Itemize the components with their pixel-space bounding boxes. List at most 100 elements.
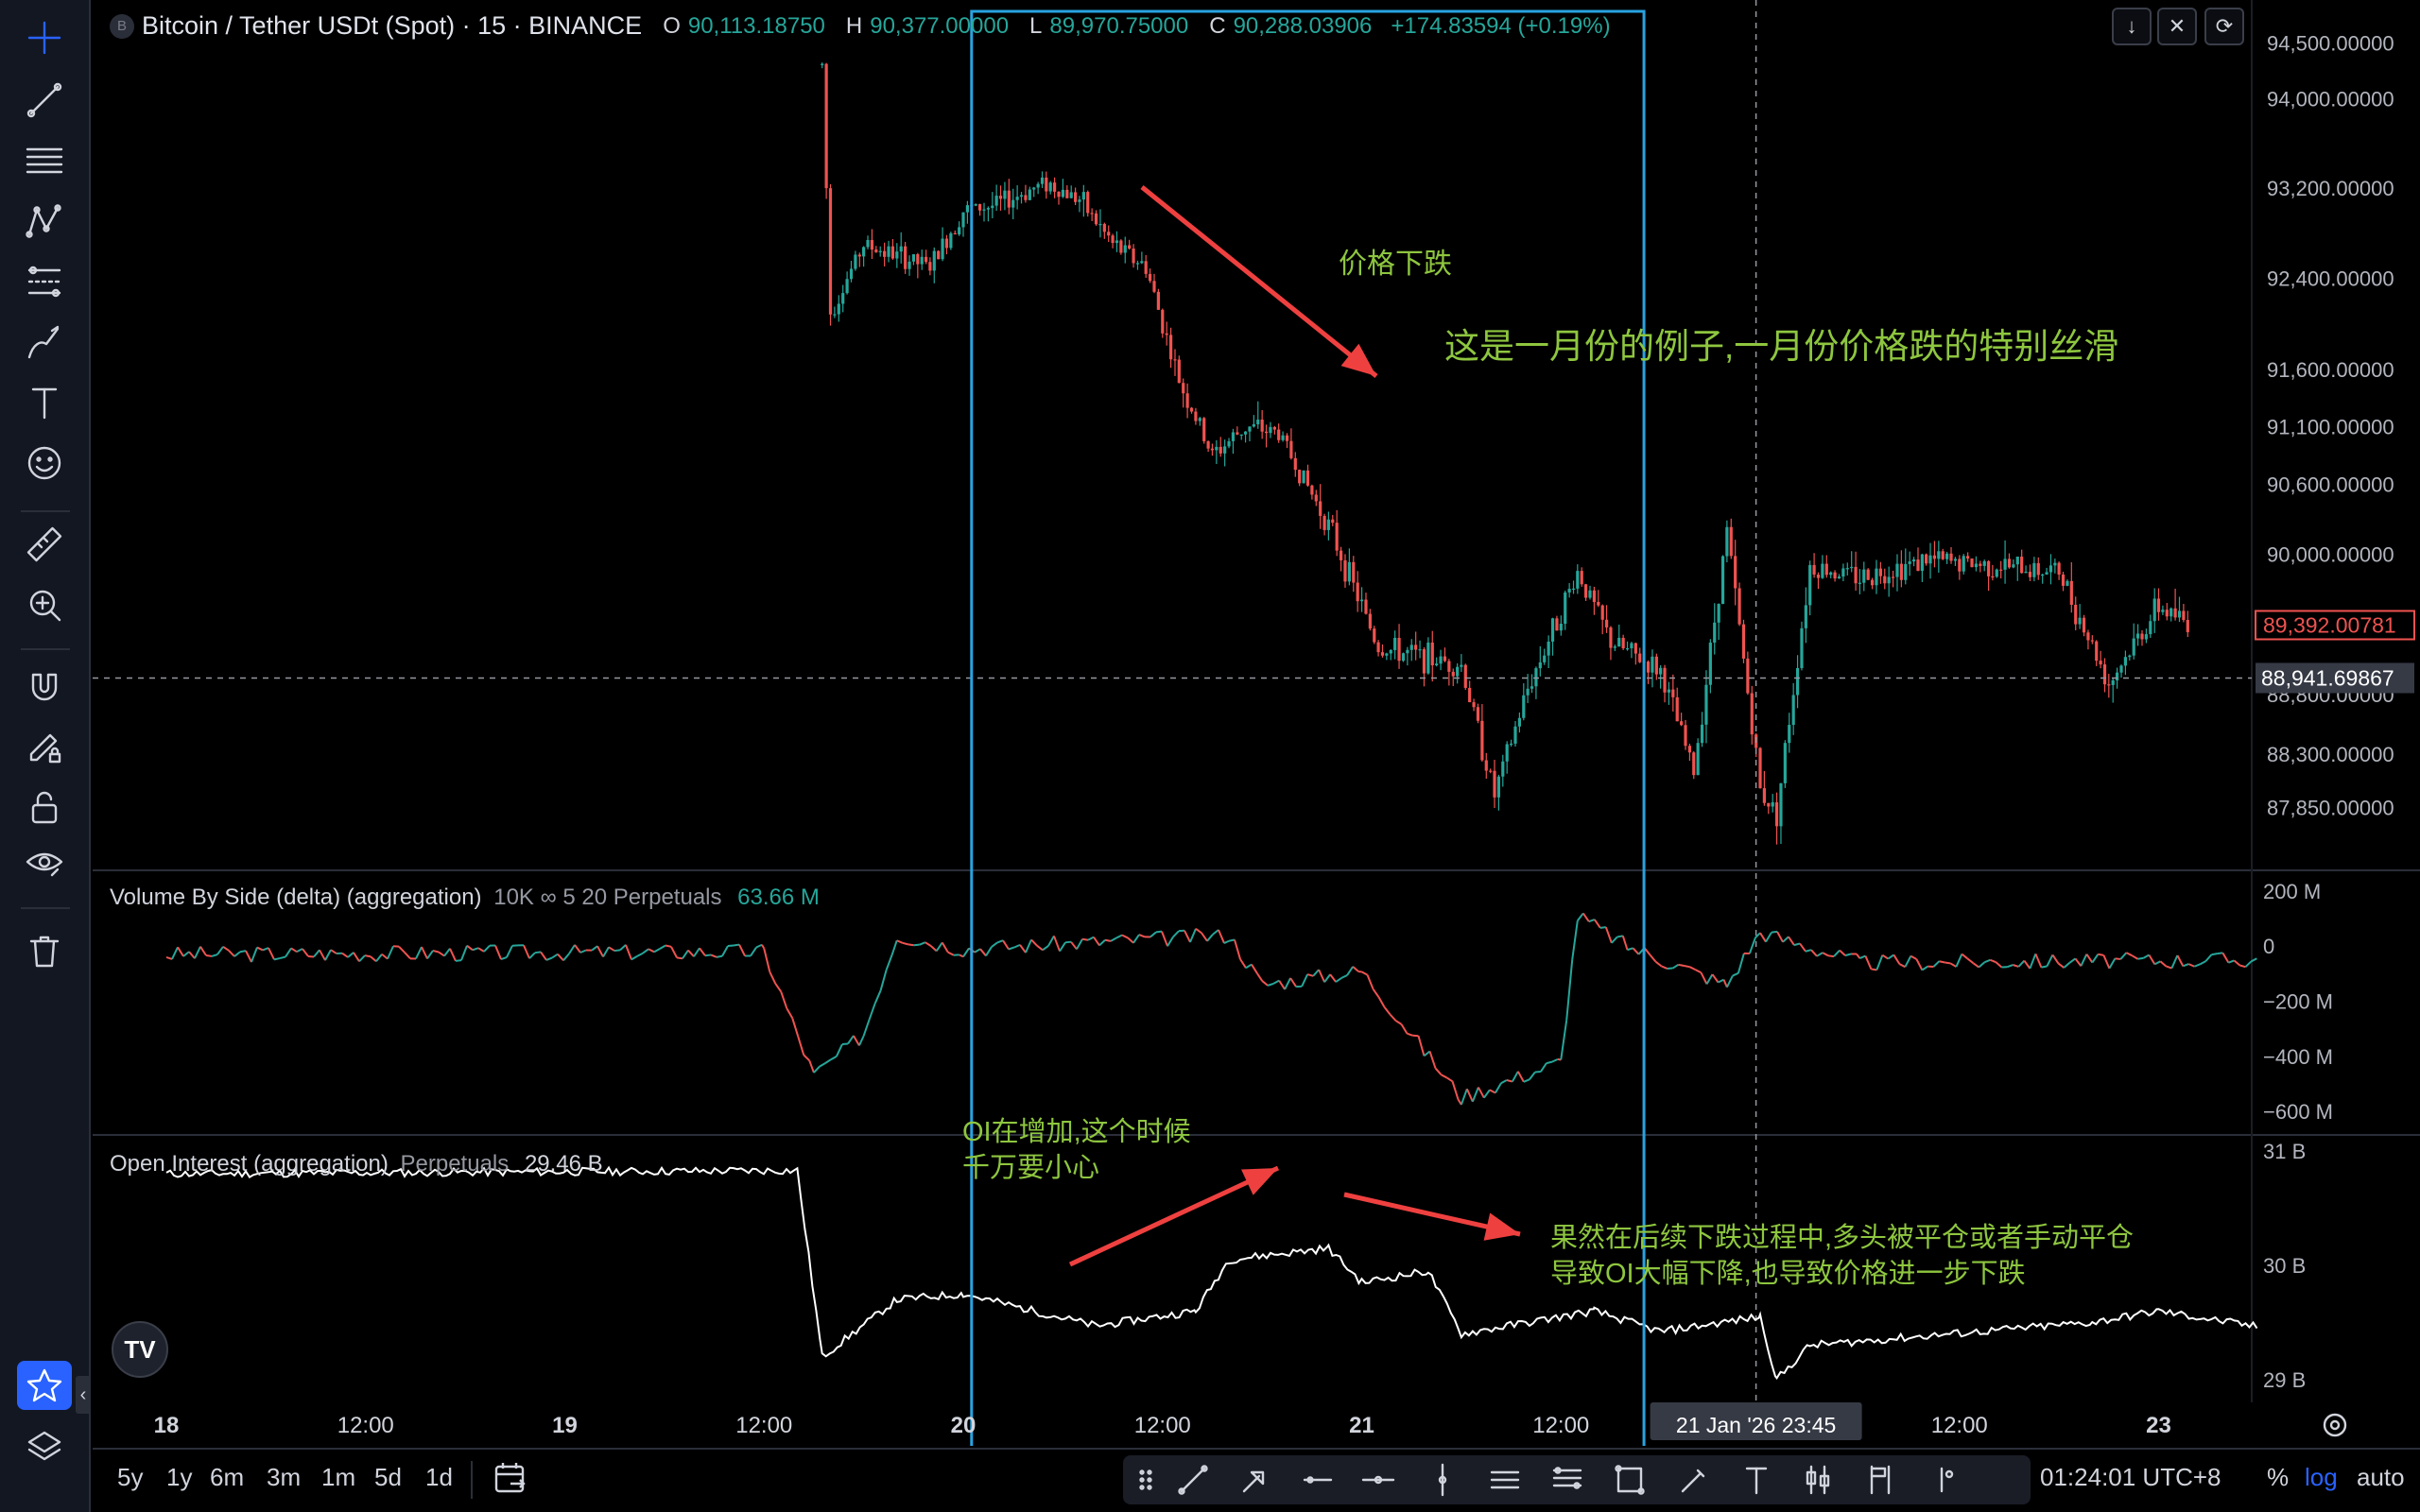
- long-position-icon[interactable]: [1800, 1461, 1838, 1499]
- rectangle-icon[interactable]: [1611, 1461, 1649, 1499]
- zoom-in-icon[interactable]: [17, 580, 72, 629]
- horizontal-line-icon[interactable]: [1359, 1461, 1397, 1499]
- lock-icon[interactable]: [17, 782, 72, 832]
- text-icon[interactable]: [1737, 1461, 1775, 1499]
- volume-delta-segment: [1945, 961, 1951, 965]
- pattern-icon[interactable]: [17, 197, 72, 246]
- volume-delta-segment: [1104, 938, 1112, 942]
- volume-delta-segment: [1700, 971, 1708, 985]
- candle-body: [1322, 515, 1326, 530]
- candle-body: [1841, 568, 1845, 577]
- horizontal-ray-icon[interactable]: [1299, 1461, 1337, 1499]
- range-1y[interactable]: 1y: [166, 1463, 193, 1491]
- ruler-icon[interactable]: [17, 520, 72, 569]
- candle-body: [1821, 563, 1824, 578]
- volume-delta-segment: [432, 949, 440, 954]
- candle-body: [1920, 554, 1924, 572]
- volume-delta-segment: [1551, 1057, 1559, 1063]
- volume-delta-segment: [1839, 949, 1846, 956]
- candle-body: [2169, 608, 2173, 617]
- volume-delta-segment: [1335, 977, 1342, 983]
- clock[interactable]: 01:24:01 UTC+8: [2040, 1463, 2221, 1491]
- arrow-down-icon[interactable]: ↓: [2112, 8, 2152, 45]
- time-axis-label: 12:00: [337, 1413, 394, 1438]
- volume-delta-segment: [1047, 935, 1055, 947]
- range-1m[interactable]: 1m: [321, 1463, 356, 1491]
- volume-delta-segment: [194, 946, 201, 959]
- candle-body: [1189, 407, 1194, 412]
- chart-area[interactable]: 94,500.00000 94,000.00000 93,200.00000 92,4…: [93, 0, 2420, 1446]
- volume-pane-legend[interactable]: Volume By Side (delta) (aggregation) 10K…: [110, 885, 820, 911]
- drag-handle-icon[interactable]: [1127, 1461, 1165, 1499]
- oi-pane-title: Open Interest (aggregation): [110, 1151, 389, 1177]
- collapse-toolbar-button[interactable]: ‹: [76, 1376, 91, 1414]
- chart-canvas[interactable]: 94,500.00000 94,000.00000 93,200.00000 92,4…: [93, 0, 2420, 1446]
- candle-body: [2111, 680, 2115, 685]
- candle-body: [1194, 411, 1198, 421]
- percent-scale-button[interactable]: %: [2267, 1463, 2290, 1491]
- candle-body: [1489, 770, 1493, 772]
- emoji-icon[interactable]: [17, 438, 72, 488]
- volume-delta-segment: [1366, 974, 1374, 989]
- candle-body: [1713, 622, 1717, 644]
- eye-icon[interactable]: [17, 839, 72, 888]
- oi-pane-legend[interactable]: Open Interest (aggregation) Perpetuals 2…: [110, 1151, 603, 1177]
- volume-delta-segment: [1876, 954, 1884, 971]
- candle-body: [911, 254, 916, 262]
- magnet-icon[interactable]: [17, 662, 72, 711]
- crosshair-icon[interactable]: [17, 13, 72, 62]
- parallel-channel-icon[interactable]: [1486, 1461, 1524, 1499]
- tradingview-logo[interactable]: TV: [112, 1321, 168, 1378]
- brush-icon[interactable]: [17, 318, 72, 367]
- candle-body: [1609, 627, 1613, 648]
- trend-line-icon[interactable]: [1174, 1461, 1212, 1499]
- lock-drawing-icon[interactable]: [17, 722, 72, 771]
- star-icon[interactable]: [17, 1361, 72, 1410]
- range-1d[interactable]: 1d: [425, 1463, 453, 1491]
- bottom-bar: 5y 1y 6m 3m 1m 5d 1d 01:24:01 UTC+8 % lo…: [93, 1448, 2420, 1512]
- candle-body: [1373, 628, 1376, 643]
- volume-delta-segment: [1121, 934, 1129, 939]
- candle-body: [1522, 695, 1526, 718]
- volume-delta-segment: [177, 946, 184, 957]
- trend-line-icon[interactable]: [17, 76, 72, 125]
- volume-delta-segment: [619, 944, 627, 952]
- range-5d[interactable]: 5d: [374, 1463, 402, 1491]
- trash-icon[interactable]: [17, 926, 72, 975]
- auto-scale-button[interactable]: auto: [2357, 1463, 2405, 1491]
- layers-icon[interactable]: [17, 1423, 72, 1472]
- more-tools-icon[interactable]: [1927, 1461, 1964, 1499]
- measure-lines-icon[interactable]: [17, 257, 72, 306]
- candle-body: [998, 196, 1003, 199]
- candle-body: [991, 205, 994, 209]
- candle-body: [1779, 782, 1783, 827]
- calendar-icon[interactable]: [492, 1459, 529, 1497]
- volume-delta-segment: [1301, 973, 1309, 988]
- range-6m[interactable]: 6m: [210, 1463, 245, 1491]
- vertical-line-icon[interactable]: [1424, 1461, 1461, 1499]
- volume-delta-segment: [1529, 1071, 1536, 1080]
- flag-icon[interactable]: [1862, 1461, 1900, 1499]
- volume-delta-segment: [676, 956, 683, 960]
- text-icon[interactable]: [17, 378, 72, 427]
- candle-body: [953, 232, 957, 235]
- volume-delta-segment: [1477, 1087, 1485, 1099]
- volume-delta-segment: [1053, 936, 1061, 952]
- brush-icon[interactable]: [1675, 1461, 1713, 1499]
- fib-lines-icon[interactable]: [17, 136, 72, 185]
- candle-body: [965, 205, 969, 213]
- volume-delta-segment: [279, 955, 286, 960]
- collapse-pane-icon[interactable]: ✕: [2157, 8, 2197, 45]
- range-3m[interactable]: 3m: [267, 1463, 302, 1491]
- maximize-icon[interactable]: ⟳: [2204, 8, 2244, 45]
- candle-body: [2078, 617, 2082, 625]
- symbol-title[interactable]: Bitcoin / Tether USDt (Spot) · 15 · BINA…: [142, 11, 643, 40]
- candle-body: [961, 212, 965, 228]
- volume-delta-segment: [2063, 962, 2071, 969]
- range-5y[interactable]: 5y: [117, 1463, 144, 1491]
- log-scale-button[interactable]: log: [2305, 1463, 2338, 1491]
- arrow-tool-icon[interactable]: [1236, 1461, 1274, 1499]
- candle-body: [1302, 470, 1305, 484]
- fib-retracement-icon[interactable]: [1548, 1461, 1586, 1499]
- volume-delta-segment: [1939, 960, 1945, 964]
